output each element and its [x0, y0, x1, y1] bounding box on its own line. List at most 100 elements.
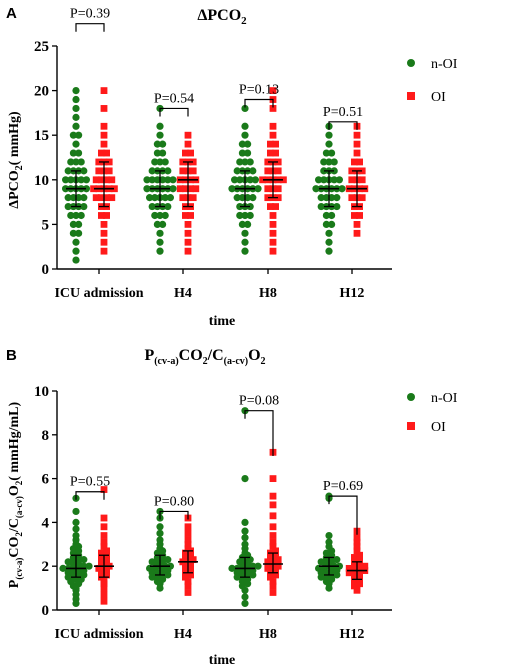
- n-oi-point: [75, 149, 83, 157]
- n-oi-point: [330, 167, 338, 175]
- n-oi-point: [241, 211, 249, 220]
- n-oi-point: [325, 584, 333, 592]
- n-oi-point: [325, 238, 333, 246]
- p-value-label: P=0.13: [239, 83, 279, 98]
- n-oi-point: [330, 176, 338, 184]
- oi-point: [184, 247, 192, 255]
- oi-point: [269, 501, 277, 509]
- plot-area-a: 0 5 10 15 20 25 ICU admission H4 H8 H12 P=0.39 P=0.…: [34, 7, 458, 301]
- oi-point: [184, 140, 192, 148]
- n-oi-point: [325, 247, 333, 255]
- oi-point: [187, 562, 194, 570]
- oi-point: [100, 532, 108, 539]
- n-oi-point: [164, 556, 172, 564]
- oi-point: [100, 543, 108, 550]
- oi-point: [103, 556, 110, 564]
- oi-point: [264, 564, 272, 572]
- n-oi-point: [72, 518, 80, 527]
- n-oi-point: [75, 229, 83, 237]
- oi-point: [98, 569, 105, 577]
- oi-point: [182, 185, 189, 193]
- oi-point: [345, 569, 353, 577]
- n-oi-point: [69, 149, 77, 157]
- n-oi-point: [67, 176, 75, 184]
- n-oi-point: [164, 202, 172, 211]
- n-oi-point: [166, 194, 174, 202]
- oi-point: [100, 238, 108, 246]
- n-oi-point: [164, 571, 172, 579]
- p-value-label: P=0.51: [323, 105, 363, 120]
- significance-bracket: [75, 23, 105, 32]
- p-value-label: P=0.08: [239, 394, 279, 409]
- n-oi-point: [322, 194, 330, 202]
- n-oi-point: [153, 149, 161, 157]
- oi-point: [182, 573, 189, 581]
- n-oi-point: [246, 202, 254, 211]
- oi-point: [184, 536, 192, 544]
- x-axis-title-a: time: [209, 314, 235, 329]
- oi-point: [269, 523, 277, 531]
- oi-point: [272, 551, 279, 559]
- n-oi-point: [320, 158, 328, 166]
- oi-point: [356, 562, 363, 570]
- n-oi-point: [333, 571, 341, 579]
- oi-point: [98, 149, 105, 157]
- oi-point: [274, 185, 282, 193]
- n-oi-point: [153, 176, 161, 184]
- n-oi-point: [244, 149, 252, 157]
- n-oi-point: [159, 140, 167, 148]
- n-oi-point: [236, 202, 244, 211]
- oi-point: [353, 131, 361, 139]
- n-oi-point: [228, 564, 236, 572]
- oi-point: [351, 158, 358, 166]
- n-oi-point: [241, 586, 249, 594]
- oi-point: [259, 176, 266, 184]
- oi-point: [353, 543, 361, 550]
- n-oi-point: [238, 220, 246, 228]
- n-oi-point: [333, 202, 341, 211]
- oi-point: [269, 122, 277, 130]
- y-tick-label: 5: [42, 217, 50, 233]
- oi-point: [187, 567, 194, 574]
- panel-letter-a: A: [6, 5, 17, 22]
- n-oi-point: [249, 194, 257, 202]
- n-oi-point: [156, 523, 164, 531]
- x-tick-label: H8: [259, 627, 277, 642]
- oi-point: [264, 558, 272, 566]
- n-oi-point: [254, 562, 262, 570]
- n-oi-point: [315, 176, 323, 184]
- oi-point: [103, 176, 110, 184]
- oi-point: [269, 492, 277, 500]
- oi-point: [100, 247, 108, 255]
- oi-point: [100, 523, 108, 531]
- oi-point: [105, 167, 113, 175]
- n-oi-point: [241, 158, 249, 166]
- n-oi-point: [82, 185, 90, 193]
- n-oi-point: [338, 185, 346, 193]
- oi-point: [187, 571, 194, 579]
- oi-point: [100, 597, 108, 605]
- n-oi-point: [241, 229, 249, 237]
- n-oi-point: [72, 256, 80, 264]
- oi-point: [353, 140, 361, 148]
- n-oi-point: [236, 158, 244, 166]
- oi-point: [100, 580, 108, 588]
- n-oi-point: [325, 140, 333, 148]
- n-oi-point: [82, 176, 90, 184]
- oi-point: [269, 475, 277, 482]
- oi-point: [182, 564, 189, 572]
- oi-point: [272, 567, 279, 574]
- n-oi-point: [161, 194, 169, 202]
- n-oi-point: [328, 211, 336, 220]
- n-oi-point: [241, 518, 249, 527]
- n-oi-point: [64, 202, 72, 211]
- n-oi-point: [322, 220, 330, 228]
- n-oi-point: [325, 229, 333, 237]
- n-oi-point: [164, 176, 172, 184]
- n-oi-point: [328, 149, 336, 157]
- n-oi-point: [233, 573, 241, 581]
- oi-point: [189, 194, 197, 202]
- significance-bracket: [328, 121, 358, 130]
- oi-point: [184, 229, 192, 237]
- n-oi-point: [77, 211, 85, 220]
